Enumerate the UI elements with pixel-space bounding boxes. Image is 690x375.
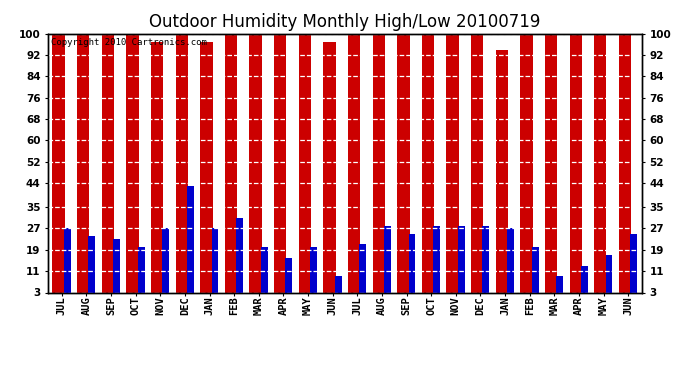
Bar [286, 258, 293, 292]
Bar [225, 34, 237, 292]
Bar [335, 276, 342, 292]
Bar [606, 255, 613, 292]
Title: Outdoor Humidity Monthly High/Low 20100719: Outdoor Humidity Monthly High/Low 201007… [149, 13, 541, 31]
Bar [77, 34, 90, 292]
Bar [531, 247, 538, 292]
Bar [101, 34, 114, 292]
Bar [373, 34, 385, 292]
Bar [630, 234, 637, 292]
Bar [619, 34, 631, 292]
Bar [126, 34, 139, 292]
Bar [175, 34, 188, 292]
Bar [569, 34, 582, 292]
Bar [299, 34, 311, 292]
Bar [594, 34, 607, 292]
Bar [310, 247, 317, 292]
Bar [348, 34, 360, 292]
Bar [200, 42, 213, 292]
Bar [359, 244, 366, 292]
Bar [52, 34, 65, 292]
Bar [261, 247, 268, 292]
Bar [446, 34, 459, 292]
Bar [63, 228, 70, 292]
Bar [457, 226, 464, 292]
Bar [422, 34, 434, 292]
Bar [138, 247, 145, 292]
Bar [236, 218, 243, 292]
Bar [520, 34, 533, 292]
Bar [250, 34, 262, 292]
Bar [581, 266, 588, 292]
Bar [482, 226, 489, 292]
Bar [88, 237, 95, 292]
Bar [433, 226, 440, 292]
Bar [212, 228, 219, 292]
Bar [408, 234, 415, 292]
Bar [113, 239, 120, 292]
Bar [384, 226, 391, 292]
Bar [545, 34, 558, 292]
Bar [324, 42, 335, 292]
Bar [187, 186, 194, 292]
Bar [397, 34, 409, 292]
Bar [471, 34, 484, 292]
Bar [495, 50, 508, 292]
Bar [556, 276, 563, 292]
Bar [162, 228, 169, 292]
Bar [274, 34, 286, 292]
Text: Copyright 2010 Cartronics.com: Copyright 2010 Cartronics.com [51, 38, 207, 46]
Bar [151, 42, 164, 292]
Bar [507, 228, 514, 292]
